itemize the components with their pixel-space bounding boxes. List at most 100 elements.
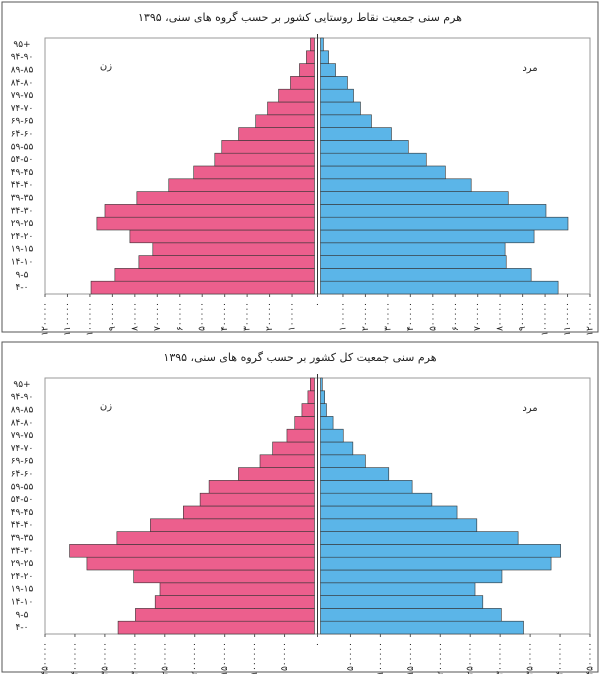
category-label: ۱۹-۱۵ [11,585,34,595]
legend-label: مرد [522,63,537,74]
bar [320,403,327,417]
x-tick-label: ۱۰۰۰۰۰ [288,302,298,331]
category-label: ۸۴-۸۰ [11,78,34,88]
bar [255,114,315,128]
bar [301,403,315,417]
x-tick-label: ۵۰۰۰۰۰ [428,302,438,331]
x-tick-label: ۵۰۰۰۰۰ [346,642,356,671]
category-label: ۶۴-۶۰ [11,470,34,480]
x-tick-label: ۴۵۰۰۰۰۰ [41,642,51,674]
category-label: ۸۹-۸۵ [11,66,34,76]
bar [150,518,315,532]
category-label: ۷۴-۷۰ [11,104,34,114]
bar [320,428,344,443]
category-label: ۲۹-۲۵ [11,219,34,229]
bar [267,101,315,116]
x-tick-label: ۱۱۰۰۰۰۰ [63,302,73,336]
x-tick-label: ۸۰۰۰۰۰ [496,302,506,331]
category-label: ۵۴-۵۰ [11,495,34,505]
bar [183,505,315,520]
bar [133,569,315,584]
bar [259,454,315,468]
bar [221,140,315,154]
category-label: ۵۹-۵۵ [11,142,34,152]
bar [320,582,476,596]
x-tick-label: ۱۰۰۰۰۰۰ [85,302,95,336]
x-tick-label: ۲۰۰۰۰۰۰ [436,642,446,674]
bar [320,152,427,167]
category-label: ۲۴-۲۰ [11,232,34,242]
category-label: ۶۹-۶۵ [11,457,34,467]
bar [129,229,315,244]
category-label: ۴-۰ [16,623,29,633]
category-label: ۳۹-۳۵ [11,194,34,204]
x-tick-label: ۲۰۰۰۰۰ [265,302,275,331]
x-tick-label: ۱۱۰۰۰۰۰ [563,302,573,336]
category-label: ۱۹-۱۵ [11,245,34,255]
x-tick-label: ۳۰۰۰۰۰ [383,302,393,331]
bar [320,114,372,128]
bar [272,441,315,456]
category-label: ۳۴-۳۰ [11,546,34,556]
x-tick-label: ۶۰۰۰۰۰ [175,302,185,331]
category-label: ۴-۰ [16,283,29,293]
chart-title: هرم سنی جمعیت کل کشور بر حسب گروه های سن… [163,351,436,364]
x-tick-label: ۳۰۰۰۰۰ [243,302,253,331]
bar [320,556,552,571]
category-label: ۹۴-۹۰ [11,53,34,63]
bar [86,556,315,571]
category-label: ۶۴-۶۰ [11,130,34,140]
x-tick-label: ۲۵۰۰۰۰۰ [466,642,476,674]
bar [320,216,569,231]
x-tick-label: ۹۰۰۰۰۰ [108,302,118,331]
x-tick-label: ۱۰۰۰۰۰۰ [250,642,260,674]
x-tick-label: ۳۰۰۰۰۰۰ [496,642,506,674]
x-tick-label: ۱۵۰۰۰۰۰ [220,642,230,674]
category-label: ۴۴-۴۰ [11,521,34,531]
bar [286,428,315,443]
bar [278,88,315,103]
category-label: ۴۹-۴۵ [11,168,34,178]
bar [114,268,315,282]
category-label: ۷۴-۷۰ [11,444,34,454]
x-tick-label: ۷۰۰۰۰۰ [473,302,483,331]
bar [294,416,315,430]
bar [310,37,315,52]
x-tick-label: ۵۰۰۰۰۰ [198,302,208,331]
category-label: ۶۹-۶۵ [11,117,34,127]
x-tick-label: ۸۰۰۰۰۰ [130,302,140,331]
bar [320,620,524,635]
bar [320,268,532,282]
category-label: ۹۵+ [13,380,30,390]
bar [320,37,324,52]
legend-label: مرد [522,403,537,414]
bar [320,255,507,269]
category-label: ۳۴-۳۰ [11,206,34,216]
x-tick-label: ۳۰۰۰۰۰۰ [130,642,140,674]
x-tick-label: ۲۰۰۰۰۰۰ [190,642,200,674]
bar [117,620,315,635]
bar [320,229,535,244]
category-label: ۴۹-۴۵ [11,508,34,518]
category-label: ۲۴-۲۰ [11,572,34,582]
bar [320,467,390,481]
category-label: ۱۴-۱۰ [11,598,34,608]
bar [320,569,503,584]
bar [290,76,315,90]
bar [320,480,413,494]
bar [320,191,509,205]
bar [320,204,547,218]
bar [208,480,315,494]
legend-label: زن [100,401,112,412]
bar [299,63,315,77]
category-label: ۵۹-۵۵ [11,482,34,492]
bar [320,63,336,77]
bar [320,280,559,295]
bar [320,165,446,180]
bar [193,165,315,180]
bar [320,416,334,430]
bar [307,390,315,404]
category-label: ۲۹-۲۵ [11,559,34,569]
bar [154,595,315,609]
